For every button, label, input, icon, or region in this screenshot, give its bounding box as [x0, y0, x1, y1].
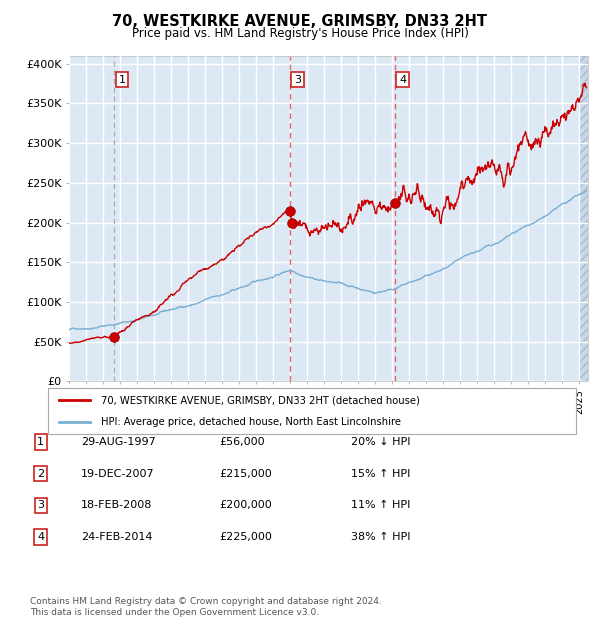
Text: 24-FEB-2014: 24-FEB-2014: [81, 532, 152, 542]
Text: Price paid vs. HM Land Registry's House Price Index (HPI): Price paid vs. HM Land Registry's House …: [131, 27, 469, 40]
Bar: [580, 56, 588, 381]
Text: 2: 2: [37, 469, 44, 479]
Bar: [580, 56, 588, 381]
Text: Contains HM Land Registry data © Crown copyright and database right 2024.
This d: Contains HM Land Registry data © Crown c…: [30, 598, 382, 617]
Text: 3: 3: [37, 500, 44, 510]
Text: 4: 4: [399, 74, 406, 84]
Text: 20% ↓ HPI: 20% ↓ HPI: [351, 437, 410, 447]
Text: 1: 1: [118, 74, 125, 84]
Text: 3: 3: [294, 74, 301, 84]
Text: HPI: Average price, detached house, North East Lincolnshire: HPI: Average price, detached house, Nort…: [101, 417, 401, 427]
FancyBboxPatch shape: [48, 388, 576, 434]
Text: 15% ↑ HPI: 15% ↑ HPI: [351, 469, 410, 479]
Text: 1: 1: [37, 437, 44, 447]
Text: 19-DEC-2007: 19-DEC-2007: [81, 469, 155, 479]
Text: 4: 4: [37, 532, 44, 542]
Text: £225,000: £225,000: [219, 532, 272, 542]
Text: £200,000: £200,000: [219, 500, 272, 510]
Text: 18-FEB-2008: 18-FEB-2008: [81, 500, 152, 510]
Text: £56,000: £56,000: [219, 437, 265, 447]
Text: 70, WESTKIRKE AVENUE, GRIMSBY, DN33 2HT: 70, WESTKIRKE AVENUE, GRIMSBY, DN33 2HT: [113, 14, 487, 29]
Text: 29-AUG-1997: 29-AUG-1997: [81, 437, 156, 447]
Text: 70, WESTKIRKE AVENUE, GRIMSBY, DN33 2HT (detached house): 70, WESTKIRKE AVENUE, GRIMSBY, DN33 2HT …: [101, 395, 419, 405]
Text: 38% ↑ HPI: 38% ↑ HPI: [351, 532, 410, 542]
Text: £215,000: £215,000: [219, 469, 272, 479]
Text: 11% ↑ HPI: 11% ↑ HPI: [351, 500, 410, 510]
